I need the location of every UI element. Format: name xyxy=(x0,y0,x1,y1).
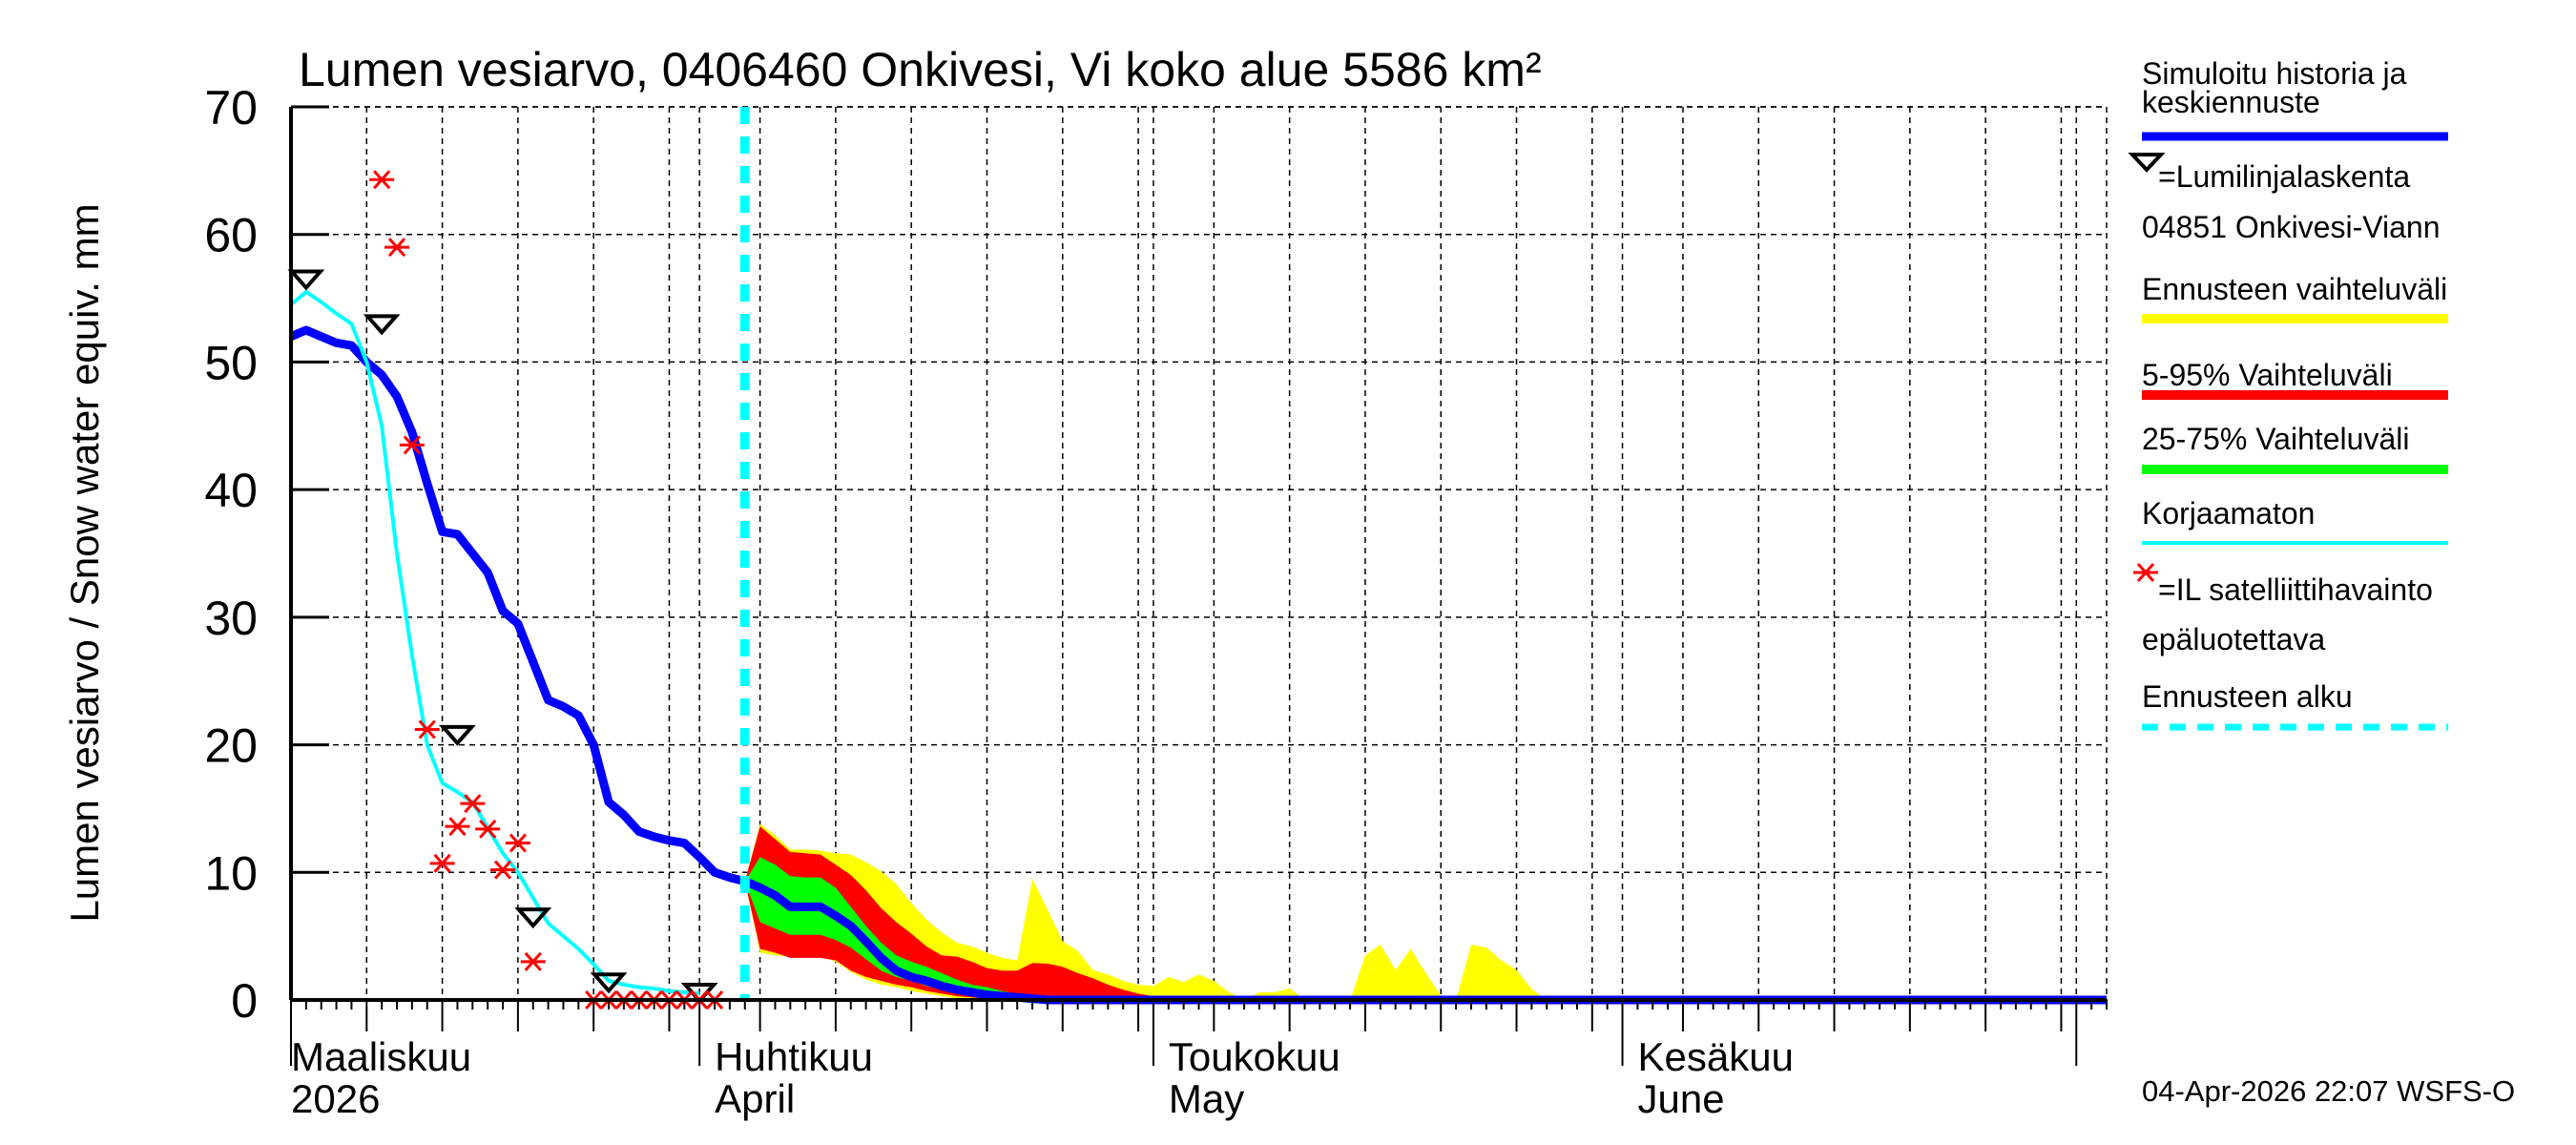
month-label: Huhtikuu xyxy=(715,1034,873,1079)
legend-satellite-label-1: =IL satelliittihavainto xyxy=(2158,572,2433,607)
legend: Simuloitu historia ja keskiennuste =Lumi… xyxy=(2128,56,2448,731)
star-stroke xyxy=(448,817,467,837)
star-stroke xyxy=(373,170,391,190)
timestamp: 04-Apr-2026 22:07 WSFS-O xyxy=(2142,1074,2515,1108)
median-line xyxy=(289,325,2107,1005)
star-stroke xyxy=(479,819,497,839)
legend-triangle-icon xyxy=(2128,153,2166,173)
y-tick-label: 40 xyxy=(204,464,258,517)
snowline-triangle-marker xyxy=(514,907,552,929)
snowline-triangle-marker xyxy=(590,972,628,994)
star-stroke xyxy=(493,860,512,880)
satellite-star-marker xyxy=(399,435,425,455)
legend-median-label-1: Simuloitu historia ja xyxy=(2142,56,2407,91)
satellite-star-marker xyxy=(414,719,440,739)
month-label: Maaliskuu xyxy=(291,1034,471,1079)
y-tick-label: 70 xyxy=(204,81,258,135)
uncorrected-line xyxy=(289,289,700,996)
month-sublabel: April xyxy=(715,1076,795,1121)
y-tick-label: 50 xyxy=(204,336,258,389)
y-tick-label: 10 xyxy=(204,846,258,900)
star-stroke xyxy=(524,951,542,971)
satellite-star-marker xyxy=(445,817,470,837)
snowline-triangle-marker xyxy=(363,314,401,336)
series-lines xyxy=(289,107,2107,1005)
band-p5-95 xyxy=(744,826,1169,1000)
legend-median-label-2: keskiennuste xyxy=(2142,85,2320,119)
legend-star-icon xyxy=(2133,563,2158,582)
star-stroke xyxy=(387,238,406,258)
month-sublabel: 2026 xyxy=(291,1076,380,1121)
star-stroke xyxy=(509,833,527,853)
star-stroke xyxy=(433,853,451,873)
satellite-star-marker xyxy=(520,951,546,971)
star-stroke xyxy=(403,435,421,455)
snowline-triangle-marker xyxy=(439,724,476,746)
satellite-star-marker xyxy=(490,860,516,880)
satellite-star-marker xyxy=(475,819,501,839)
satellite-star-marker xyxy=(505,833,530,853)
star-stroke xyxy=(418,719,436,739)
legend-p5-95-label: 5-95% Vaihteluväli xyxy=(2142,358,2393,392)
y-tick-label: 20 xyxy=(204,719,258,773)
y-tick-label: 30 xyxy=(204,592,258,645)
legend-p25-75-label: 25-75% Vaihteluväli xyxy=(2142,422,2409,456)
month-label: Kesäkuu xyxy=(1638,1034,1794,1079)
month-label: Toukokuu xyxy=(1169,1034,1340,1079)
grid xyxy=(291,106,2108,1000)
axes xyxy=(289,105,2108,1066)
month-sublabel: May xyxy=(1169,1076,1244,1121)
legend-satellite-label-2: epäluotettava xyxy=(2142,622,2325,656)
snowline-triangle-marker xyxy=(287,269,325,291)
forecast-bands xyxy=(744,823,1548,1000)
y-tick-labels: 0 10 20 30 40 50 60 70 xyxy=(204,81,258,1028)
month-sublabel: June xyxy=(1638,1076,1725,1121)
y-axis-label: Lumen vesiarvo / Snow water equiv. mm xyxy=(62,203,107,922)
band-p25-75 xyxy=(744,857,1078,1000)
satellite-star-marker xyxy=(384,238,410,258)
satellite-star-marker xyxy=(460,794,486,814)
legend-uncorrected-label: Korjaamaton xyxy=(2142,496,2315,531)
y-tick-label: 0 xyxy=(231,974,258,1028)
legend-forecast-start-label: Ennusteen alku xyxy=(2142,679,2353,714)
satellite-star-marker xyxy=(369,170,395,190)
legend-snowline-label: =Lumilinjalaskenta xyxy=(2158,159,2410,194)
legend-station-label: 04851 Onkivesi-Viann xyxy=(2142,210,2441,244)
satellite-star-marker xyxy=(429,853,455,873)
y-tick-label: 60 xyxy=(204,209,258,262)
chart-title: Lumen vesiarvo, 0406460 Onkivesi, Vi kok… xyxy=(299,43,1542,96)
star-stroke xyxy=(464,794,482,814)
legend-range-label: Ennusteen vaihteluväli xyxy=(2142,272,2447,306)
